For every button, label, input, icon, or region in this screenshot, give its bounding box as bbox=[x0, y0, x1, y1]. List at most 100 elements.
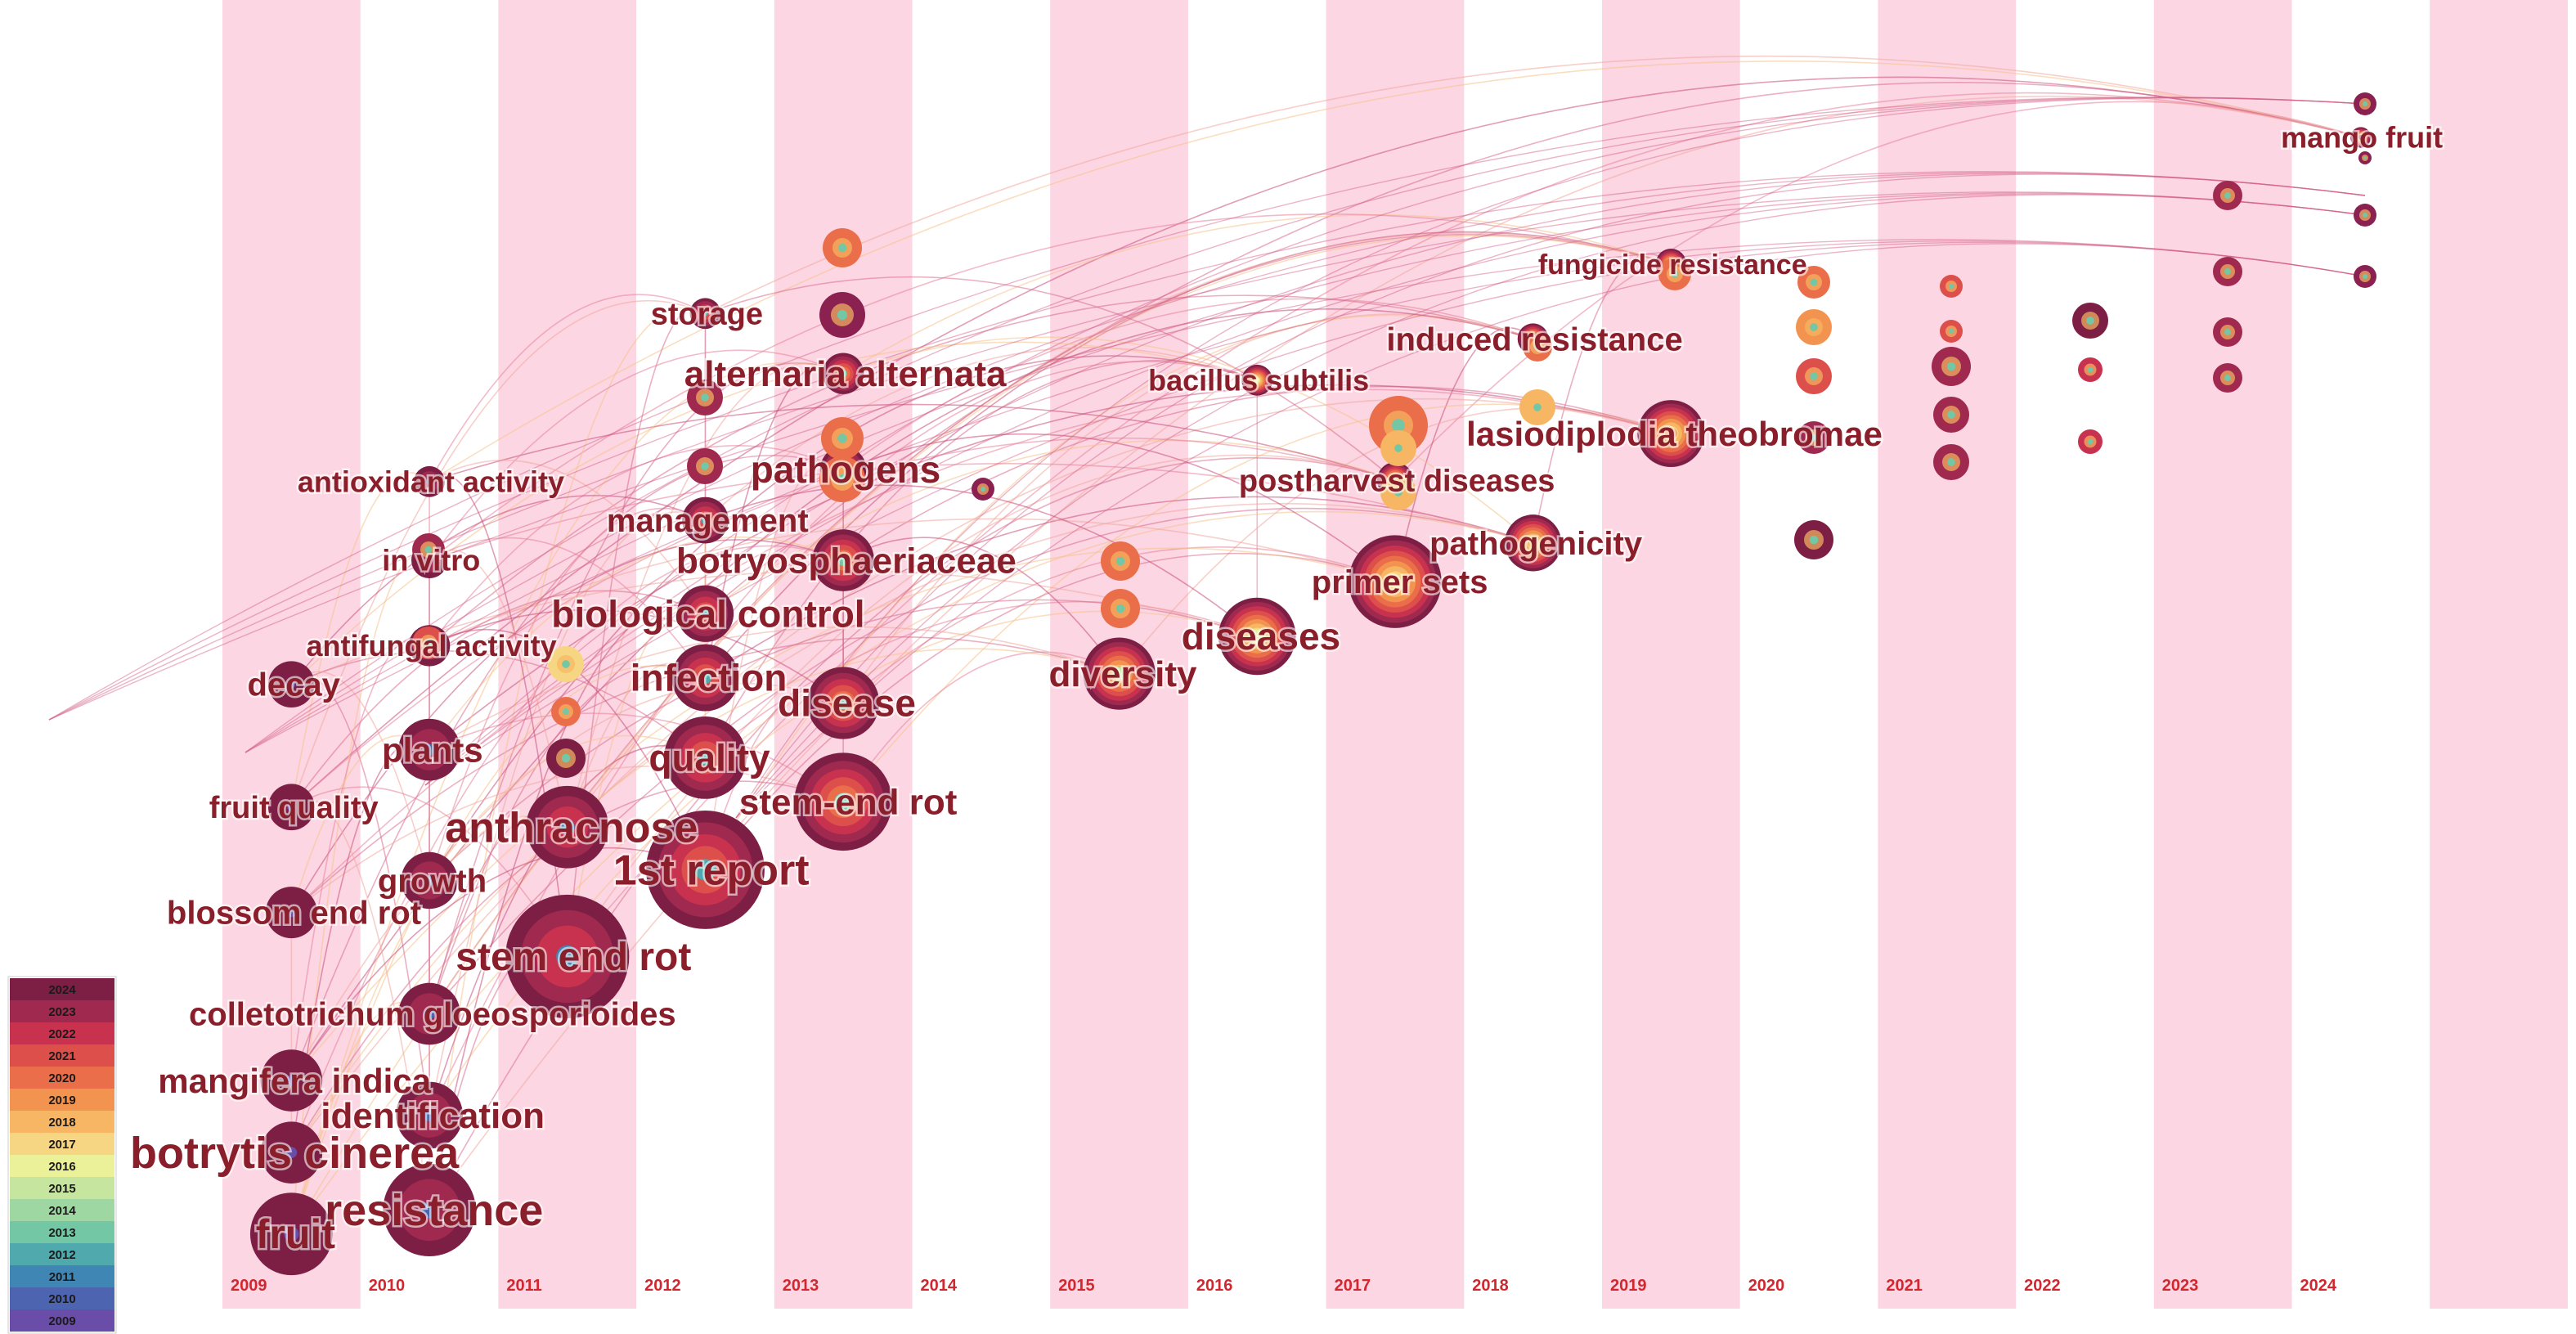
year-band bbox=[1602, 0, 1740, 1309]
year-label: 2024 bbox=[2300, 1277, 2337, 1295]
legend-swatch bbox=[10, 1155, 114, 1177]
keyword-label: botrytis cinerea bbox=[130, 1129, 460, 1178]
node-core bbox=[1392, 419, 1405, 432]
node-core bbox=[701, 462, 709, 470]
keyword-node bbox=[682, 496, 729, 544]
legend-year-label: 2011 bbox=[49, 1270, 76, 1284]
node-core bbox=[1394, 444, 1402, 452]
keyword-node bbox=[1658, 258, 1691, 290]
node-core bbox=[2224, 268, 2231, 275]
legend-swatch bbox=[10, 1265, 114, 1287]
node-core bbox=[2087, 366, 2094, 373]
link-curve bbox=[290, 665, 706, 1234]
keyword-node bbox=[1796, 309, 1832, 345]
link-curve bbox=[429, 511, 706, 1116]
keyword-label: colletotrichum gloeosporioides bbox=[189, 997, 676, 1033]
keyword-label: resistance bbox=[325, 1186, 543, 1235]
keyword-label: alternaria alternata bbox=[684, 354, 1007, 394]
node-core bbox=[2362, 101, 2368, 107]
legend-year-label: 2017 bbox=[48, 1138, 75, 1152]
legend-year-label: 2022 bbox=[48, 1027, 75, 1041]
legend-swatch bbox=[10, 1243, 114, 1265]
keyword-node bbox=[412, 533, 445, 566]
node-core bbox=[1664, 427, 1677, 440]
node-core bbox=[837, 309, 848, 321]
node-core bbox=[2086, 317, 2094, 325]
link-curve bbox=[842, 214, 1672, 375]
year-label: 2013 bbox=[783, 1277, 819, 1295]
link-curve bbox=[424, 97, 2366, 786]
node-core bbox=[424, 546, 433, 554]
year-band bbox=[2430, 0, 2568, 1309]
node-core bbox=[1671, 270, 1679, 278]
keyword-label: stem end rot bbox=[456, 936, 691, 979]
node-core bbox=[694, 859, 716, 881]
link-curve bbox=[429, 537, 844, 751]
node-core bbox=[2358, 134, 2363, 140]
node-core bbox=[1394, 488, 1402, 496]
keyword-label: blossom end rot bbox=[167, 896, 421, 932]
year-label: 2009 bbox=[231, 1277, 267, 1295]
link-curve bbox=[290, 235, 1672, 1235]
keyword-node bbox=[268, 784, 315, 831]
year-label: 2018 bbox=[1472, 1277, 1509, 1295]
link-curve bbox=[429, 234, 1672, 1015]
year-label: 2020 bbox=[1748, 1277, 1785, 1295]
keyword-node bbox=[1940, 320, 1963, 343]
link-curve bbox=[290, 590, 706, 808]
keyword-labels: mango fruit fungicide resistance induced r… bbox=[128, 119, 2445, 1260]
link-curve bbox=[566, 308, 706, 957]
link-curve bbox=[245, 97, 2366, 753]
link-curve bbox=[429, 213, 1672, 561]
keyword-label: postharvest diseases bbox=[1239, 464, 1555, 498]
node-core bbox=[1948, 328, 1954, 335]
keyword-node bbox=[1797, 266, 1830, 299]
keyword-node bbox=[551, 697, 581, 726]
legend-year-label: 2021 bbox=[48, 1049, 75, 1063]
link-curve bbox=[429, 549, 568, 828]
link-curve bbox=[429, 294, 706, 483]
node-core bbox=[1810, 372, 1818, 380]
node-core bbox=[837, 474, 848, 485]
keyword-node bbox=[383, 1163, 476, 1257]
keyword-node bbox=[671, 644, 739, 712]
node-core bbox=[1254, 377, 1260, 384]
node-core bbox=[834, 793, 852, 811]
node-core bbox=[1810, 433, 1818, 442]
link-curve bbox=[704, 82, 2362, 614]
keyword-node bbox=[2078, 429, 2103, 454]
year-label: 2016 bbox=[1196, 1277, 1233, 1295]
link-curve bbox=[1532, 254, 1672, 543]
keyword-node bbox=[819, 292, 865, 338]
year-bands bbox=[222, 0, 2568, 1309]
legend-year-label: 2024 bbox=[48, 983, 76, 997]
node-core bbox=[285, 1075, 298, 1086]
node-core bbox=[2224, 192, 2231, 199]
node-core bbox=[1528, 537, 1538, 549]
legend-swatch bbox=[10, 1199, 114, 1221]
link-curve bbox=[290, 299, 706, 808]
keyword-label: infection bbox=[631, 657, 788, 699]
legend-year-label: 2020 bbox=[48, 1071, 75, 1085]
legend-year-label: 2015 bbox=[48, 1182, 75, 1196]
keyword-node bbox=[546, 739, 586, 778]
link-curve bbox=[290, 308, 1533, 1081]
keyword-node bbox=[1218, 597, 1296, 676]
keyword-node bbox=[2354, 204, 2376, 227]
legend-year-label: 2010 bbox=[48, 1292, 75, 1306]
keyword-label: quality bbox=[648, 737, 770, 779]
keyword-label: biological control bbox=[551, 592, 864, 635]
keyword-label: storage bbox=[651, 298, 763, 332]
year-label: 2012 bbox=[644, 1277, 681, 1295]
year-label: 2019 bbox=[1610, 1277, 1647, 1295]
node-core bbox=[837, 555, 849, 566]
keyword-label: plants bbox=[382, 730, 483, 769]
legend-swatch bbox=[10, 1022, 114, 1044]
node-core bbox=[1947, 458, 1955, 466]
node-core bbox=[2224, 329, 2231, 335]
node-core bbox=[837, 433, 847, 443]
node-core bbox=[700, 609, 711, 619]
keyword-node bbox=[664, 716, 747, 799]
keyword-label: in vitro bbox=[382, 544, 480, 577]
keyword-node bbox=[1794, 520, 1833, 559]
